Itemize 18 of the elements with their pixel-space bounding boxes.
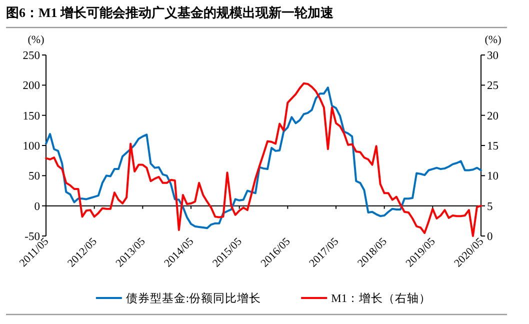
y-tick-label: 250 bbox=[22, 50, 40, 62]
legend-label: 债券型基金:份额同比增长 bbox=[126, 291, 262, 305]
y-tick-label: 100 bbox=[22, 140, 40, 152]
y2-tick-label: 30 bbox=[487, 50, 499, 62]
y-tick-label: 200 bbox=[22, 80, 40, 92]
y2-tick-label: 25 bbox=[487, 80, 499, 92]
legend-label: M1：增长（右轴） bbox=[331, 292, 432, 305]
y-tick-label: 50 bbox=[28, 170, 40, 183]
y2-tick-label: 15 bbox=[487, 140, 499, 152]
y2-axis-title: (%) bbox=[484, 34, 502, 46]
y-tick-label: 150 bbox=[22, 110, 40, 122]
y2-tick-label: 5 bbox=[487, 200, 493, 213]
chart-title: 图6：M1 增长可能会推动广义基金的规模出现新一轮加速 bbox=[6, 5, 335, 20]
y2-tick-label: 0 bbox=[487, 231, 493, 243]
y-axis-title: (%) bbox=[28, 34, 45, 46]
y2-tick-label: 20 bbox=[487, 110, 499, 122]
y2-tick-label: 10 bbox=[487, 170, 499, 183]
y-tick-label: 0 bbox=[34, 200, 40, 213]
